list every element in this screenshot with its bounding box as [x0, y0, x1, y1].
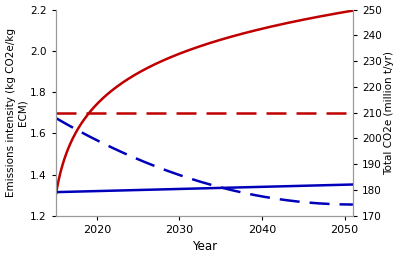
Y-axis label: Emissions intensity (kg CO2e/kg
ECM): Emissions intensity (kg CO2e/kg ECM)	[6, 28, 27, 197]
X-axis label: Year: Year	[192, 240, 217, 254]
Y-axis label: Total CO2e (million t/yr): Total CO2e (million t/yr)	[384, 51, 394, 175]
